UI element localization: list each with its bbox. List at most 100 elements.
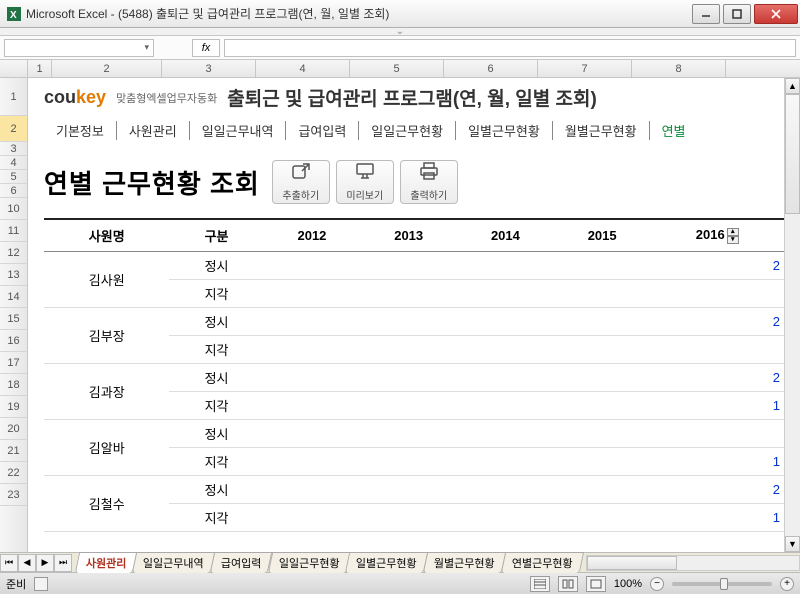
table-row: 김철수정시2 [44,476,784,504]
row-header[interactable]: 10 [0,198,27,220]
zoom-out-button[interactable]: − [650,577,664,591]
row-header[interactable]: 22 [0,462,27,484]
sheet-content[interactable]: coukey 맞춤형엑셀업무자동화 출퇴근 및 급여관리 프로그램(연, 월, … [28,78,800,552]
horizontal-scrollbar[interactable] [586,555,800,571]
row-header[interactable]: 2 [0,116,27,142]
sheet-tab[interactable]: 일일근무내역 [132,552,215,573]
sheet-tab[interactable]: 연별근무현황 [501,552,584,573]
row-header[interactable]: 4 [0,156,27,170]
monitor-button[interactable]: 미리보기 [336,160,394,204]
macro-record-icon[interactable] [34,577,48,591]
sheet-tab-row: ⏮ ◀ ▶ ⏭ 사원관리일일근무내역급여입력일일근무현황일별근무현황월별근무현황… [0,552,800,572]
column-header[interactable]: 7 [538,60,632,77]
nav-item[interactable]: 일별근무현황 [456,121,553,140]
window-titlebar: X Microsoft Excel - (5488) 출퇴근 및 급여관리 프로… [0,0,800,28]
column-header[interactable]: 1 [28,60,52,77]
value-cell [457,420,554,448]
row-header[interactable]: 19 [0,396,27,418]
value-cell [554,280,651,308]
tab-nav-last[interactable]: ⏭ [54,554,72,572]
minimize-button[interactable] [692,4,720,24]
view-normal-button[interactable] [530,576,550,592]
name-box[interactable]: ▾ [4,39,154,57]
select-all-corner[interactable] [0,60,28,77]
row-header[interactable]: 21 [0,440,27,462]
hscroll-thumb[interactable] [587,556,677,570]
view-pagebreak-button[interactable] [586,576,606,592]
row-type-cell: 정시 [169,252,263,280]
zoom-in-button[interactable]: + [780,577,794,591]
row-header[interactable]: 20 [0,418,27,440]
value-cell [264,252,361,280]
value-cell [360,504,457,532]
nav-item[interactable]: 일일근무내역 [190,121,287,140]
year-down-button[interactable]: ▾ [727,236,739,244]
sheet-tab[interactable]: 월별근무현황 [423,552,506,573]
value-cell [264,476,361,504]
fx-button[interactable]: fx [192,39,220,57]
row-header[interactable]: 5 [0,170,27,184]
vertical-scrollbar[interactable]: ▲ ▼ [784,78,800,552]
zoom-slider[interactable] [672,582,772,586]
value-cell: 2 [651,308,784,336]
sheet-tab[interactable]: 급여입력 [210,552,273,573]
row-header[interactable]: 11 [0,220,27,242]
chevron-down-icon[interactable]: ▾ [144,42,149,53]
formula-input[interactable] [224,39,796,57]
row-type-cell: 정시 [169,476,263,504]
scroll-down-button[interactable]: ▼ [785,536,800,552]
tab-nav-next[interactable]: ▶ [36,554,54,572]
column-header[interactable]: 5 [350,60,444,77]
row-header[interactable]: 3 [0,142,27,156]
close-button[interactable] [754,4,798,24]
column-header[interactable]: 4 [256,60,350,77]
row-header[interactable]: 15 [0,308,27,330]
value-cell [360,308,457,336]
row-header[interactable]: 17 [0,352,27,374]
tab-nav-first[interactable]: ⏮ [0,554,18,572]
value-cell [264,336,361,364]
export-button[interactable]: 추출하기 [272,160,330,204]
sheet-tab[interactable]: 일일근무현황 [267,552,350,573]
nav-item[interactable]: 연별 [650,121,698,140]
ribbon-collapsed[interactable]: ⌄ [0,28,800,36]
sheet-tab[interactable]: 사원관리 [75,552,138,573]
row-header[interactable]: 12 [0,242,27,264]
row-header[interactable]: 14 [0,286,27,308]
value-cell [457,336,554,364]
row-header[interactable]: 6 [0,184,27,198]
nav-item[interactable]: 일일근무현황 [359,121,456,140]
column-header[interactable]: 8 [632,60,726,77]
nav-item[interactable]: 급여입력 [286,121,359,140]
table-header: 구분 [169,219,263,252]
row-header[interactable]: 1 [0,78,27,116]
sheet-tab[interactable]: 일별근무현황 [345,552,428,573]
scroll-up-button[interactable]: ▲ [785,78,800,94]
zoom-slider-knob[interactable] [720,578,728,590]
table-row: 김부장정시2 [44,308,784,336]
value-cell [457,308,554,336]
scroll-thumb[interactable] [785,94,800,214]
value-cell: 2 [651,476,784,504]
export-icon [291,162,311,185]
column-header[interactable]: 2 [52,60,162,77]
nav-item[interactable]: 사원관리 [117,121,190,140]
nav-item[interactable]: 월별근무현황 [553,121,650,140]
value-cell [360,392,457,420]
row-header[interactable]: 23 [0,484,27,506]
row-header[interactable]: 16 [0,330,27,352]
year-up-button[interactable]: ▴ [727,228,739,236]
print-button[interactable]: 출력하기 [400,160,458,204]
tab-nav-prev[interactable]: ◀ [18,554,36,572]
column-header[interactable]: 3 [162,60,256,77]
row-header[interactable]: 13 [0,264,27,286]
table-row: 김과장정시2 [44,364,784,392]
value-cell [554,476,651,504]
maximize-button[interactable] [723,4,751,24]
row-header[interactable]: 18 [0,374,27,396]
value-cell: 2 [651,252,784,280]
column-header[interactable]: 6 [444,60,538,77]
nav-item[interactable]: 기본정보 [44,121,117,140]
view-pagelayout-button[interactable] [558,576,578,592]
value-cell [264,280,361,308]
